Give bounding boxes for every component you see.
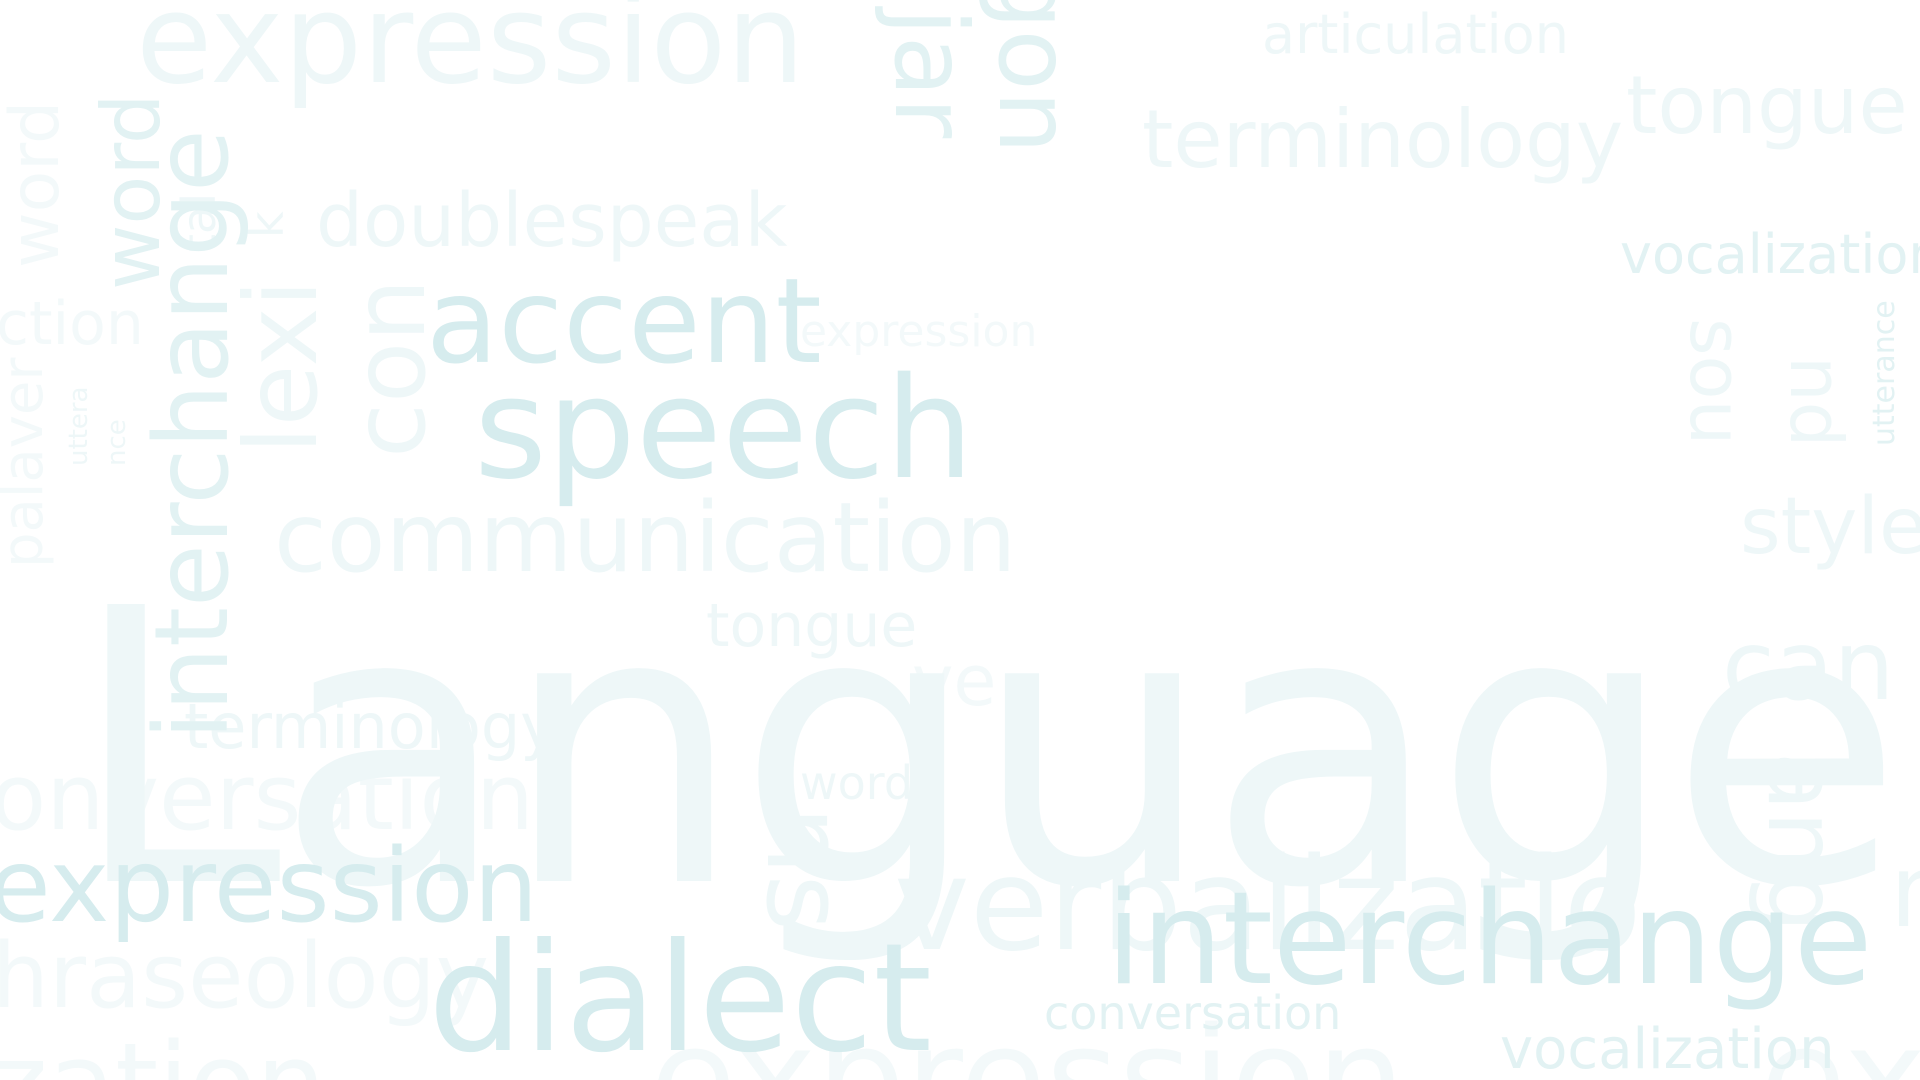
word-can: can (1722, 610, 1895, 722)
word-conversation-bottom: conversation (1044, 986, 1342, 1040)
word-vocalization-right: vocalization (1620, 223, 1920, 286)
word-expression-small: expression (800, 306, 1038, 357)
word-jar: jar (872, 8, 989, 139)
word-phraseology: hraseology (0, 924, 489, 1029)
word-communication: communication (274, 482, 1017, 594)
word-conversation-left: onversation (0, 744, 535, 851)
word-expression-top: expression (136, 0, 805, 112)
word-tongue-top: tongue (1626, 59, 1908, 152)
word-dialect: dialect (428, 912, 933, 1080)
word-doublespeak: doublespeak (316, 178, 788, 264)
word-interchange-bottom: interchange (1106, 865, 1873, 1014)
word-nce: nce (102, 419, 132, 466)
word-zation-bottom: zation (0, 1028, 326, 1080)
word-utterance-right: utterance (1867, 300, 1902, 446)
word-uttera: uttera (64, 386, 94, 467)
word-vocalization-bottom: vocalization (1500, 1017, 1835, 1080)
word-language: Language (70, 528, 1903, 971)
word-speech: speech (474, 348, 974, 511)
word-expression-bottom: expression (650, 998, 1406, 1080)
word-accent: accent (426, 252, 822, 390)
word-articulation: articulation (1262, 3, 1569, 66)
word-palaver: palaver (0, 357, 56, 568)
word-word-mid: word (800, 756, 914, 810)
word-expression-left: expression (0, 827, 539, 946)
word-interchange-vertical: interchange (133, 129, 252, 740)
word-con: con (331, 278, 448, 458)
word-n-right: n (1890, 842, 1920, 942)
word-verbalization: verbalizatio (894, 831, 1642, 980)
word-terminology-mid: terminology (184, 690, 557, 763)
word-tongue-mid: tongue (706, 591, 918, 661)
word-ction: ction (0, 289, 144, 359)
word-sou: sou (1674, 318, 1758, 446)
word-terminology-top: terminology (1142, 93, 1624, 186)
word-nd: nd (1774, 356, 1858, 448)
word-exp-right: exp (1760, 998, 1920, 1080)
word-style: style (1740, 482, 1920, 572)
word-gon: gon (976, 0, 1093, 155)
word-ve: ve (912, 640, 997, 722)
word-word-left1: word (0, 100, 75, 268)
